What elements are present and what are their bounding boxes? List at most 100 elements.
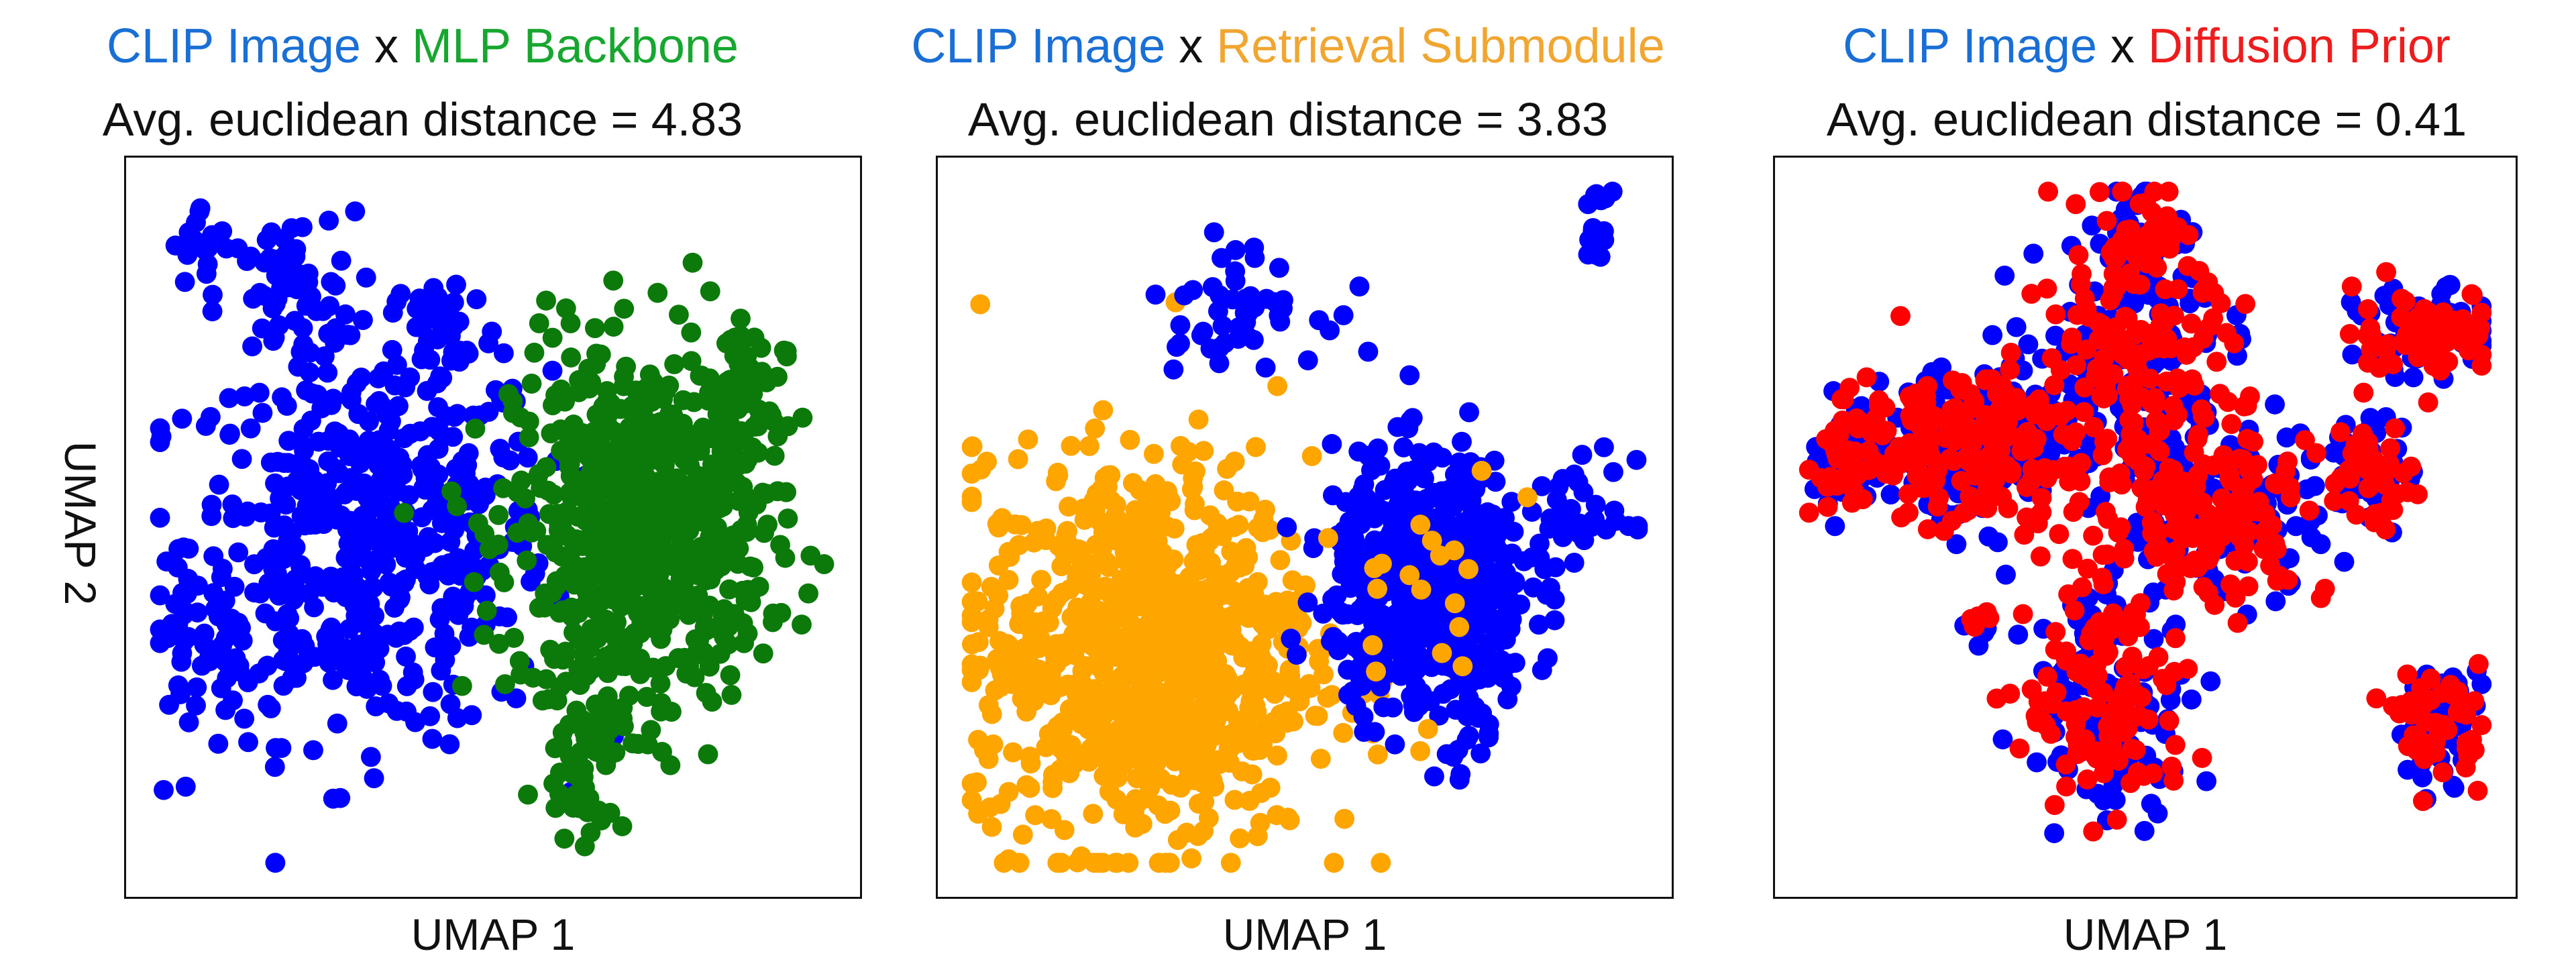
scatter-point bbox=[2070, 471, 2091, 492]
scatter-point bbox=[1487, 525, 1507, 545]
plot-area bbox=[1773, 156, 2518, 899]
scatter-point bbox=[1409, 443, 1430, 464]
scatter-point bbox=[211, 678, 231, 698]
scatter-point bbox=[603, 618, 624, 639]
scatter-point bbox=[2030, 546, 2051, 567]
scatter-point bbox=[1160, 800, 1181, 821]
scatter-point bbox=[2468, 653, 2489, 674]
scatter-point bbox=[2432, 762, 2453, 783]
scatter-point bbox=[1395, 519, 1415, 539]
scatter-point bbox=[2341, 292, 2361, 313]
scatter-point bbox=[313, 301, 333, 321]
scatter-point bbox=[2181, 313, 2202, 334]
series-mlp-backbone bbox=[394, 252, 835, 857]
scatter-point bbox=[1193, 821, 1214, 841]
scatter-point bbox=[670, 537, 691, 558]
scatter-point bbox=[234, 386, 255, 406]
scatter-point bbox=[2374, 285, 2395, 306]
scatter-point bbox=[258, 694, 278, 715]
series-diffusion-prior bbox=[1799, 181, 2492, 842]
scatter-point bbox=[1333, 722, 1354, 743]
scatter-point bbox=[587, 628, 608, 649]
scatter-point bbox=[1573, 482, 1594, 502]
scatter-point bbox=[178, 222, 199, 243]
scatter-point bbox=[1159, 613, 1180, 634]
scatter-point bbox=[2181, 689, 2202, 710]
scatter-point bbox=[542, 360, 563, 381]
scatter-point bbox=[961, 492, 982, 512]
scatter-point bbox=[468, 513, 488, 534]
scatter-point bbox=[564, 415, 584, 435]
scatter-point bbox=[2100, 290, 2121, 311]
scatter-point bbox=[2000, 342, 2021, 363]
scatter-point bbox=[559, 430, 580, 451]
scatter-point bbox=[2204, 282, 2224, 303]
scatter-point bbox=[684, 667, 705, 688]
scatter-point bbox=[2064, 600, 2085, 621]
scatter-point bbox=[2114, 307, 2135, 327]
scatter-point bbox=[1313, 664, 1334, 685]
scatter-point bbox=[2214, 517, 2235, 538]
scatter-point bbox=[643, 372, 663, 392]
scatter-point bbox=[1317, 688, 1338, 708]
scatter-point bbox=[1161, 551, 1181, 571]
scatter-point bbox=[360, 594, 380, 614]
scatter-point bbox=[449, 311, 470, 332]
scatter-point bbox=[1399, 565, 1420, 586]
scatter-point bbox=[2165, 628, 2186, 649]
scatter-point bbox=[1996, 564, 2016, 585]
scatter-point bbox=[713, 486, 734, 507]
scatter-point bbox=[2265, 394, 2285, 415]
scatter-point bbox=[1228, 329, 1248, 349]
scatter-point bbox=[1088, 553, 1109, 574]
scatter-point bbox=[2463, 284, 2483, 305]
scatter-point bbox=[1107, 853, 1128, 873]
scatter-point bbox=[1827, 473, 1848, 493]
scatter-point bbox=[715, 464, 736, 484]
scatter-point bbox=[969, 659, 989, 680]
panel-mlp: CLIP Image x MLP Backbone Avg. euclidean… bbox=[0, 0, 862, 980]
scatter-point bbox=[2074, 402, 2094, 423]
scatter-point bbox=[1470, 743, 1491, 764]
scatter-point bbox=[1031, 569, 1052, 590]
scatter-point bbox=[2054, 456, 2075, 477]
scatter-point bbox=[721, 685, 742, 705]
scatter-point bbox=[814, 554, 835, 575]
scatter-point bbox=[1171, 631, 1191, 651]
scatter-point bbox=[252, 402, 273, 423]
scatter-point bbox=[1411, 580, 1432, 600]
scatter-point bbox=[1093, 765, 1114, 786]
scatter-point bbox=[777, 416, 798, 437]
scatter-point bbox=[1847, 418, 1868, 439]
scatter-point bbox=[2056, 776, 2076, 797]
scatter-point bbox=[2141, 392, 2162, 413]
scatter-point bbox=[1385, 468, 1405, 489]
scatter-point bbox=[215, 700, 236, 720]
scatter-point bbox=[201, 494, 222, 515]
scatter-point bbox=[303, 740, 323, 761]
scatter-point bbox=[386, 627, 407, 648]
scatter-point bbox=[2035, 691, 2055, 712]
scatter-point bbox=[1010, 659, 1030, 680]
scatter-point bbox=[2055, 754, 2076, 775]
scatter-point bbox=[1297, 350, 1318, 371]
scatter-point bbox=[1424, 442, 1444, 463]
scatter-point bbox=[1046, 471, 1067, 492]
scatter-point bbox=[1410, 741, 1431, 761]
scatter-point bbox=[1224, 790, 1245, 810]
scatter-point bbox=[714, 627, 735, 647]
scatter-point bbox=[711, 423, 732, 443]
scatter-point bbox=[2072, 734, 2092, 755]
scatter-point bbox=[630, 664, 651, 684]
scatter-point bbox=[1536, 584, 1557, 605]
scatter-point bbox=[1281, 629, 1301, 649]
scatter-point bbox=[1406, 659, 1427, 680]
scatter-point bbox=[1073, 675, 1093, 695]
scatter-point bbox=[150, 507, 170, 528]
scatter-point bbox=[661, 503, 682, 523]
scatter-point bbox=[569, 629, 589, 650]
scatter-point bbox=[2471, 303, 2492, 323]
scatter-point bbox=[2198, 549, 2218, 570]
scatter-point bbox=[1084, 610, 1105, 631]
scatter-point bbox=[542, 395, 563, 416]
